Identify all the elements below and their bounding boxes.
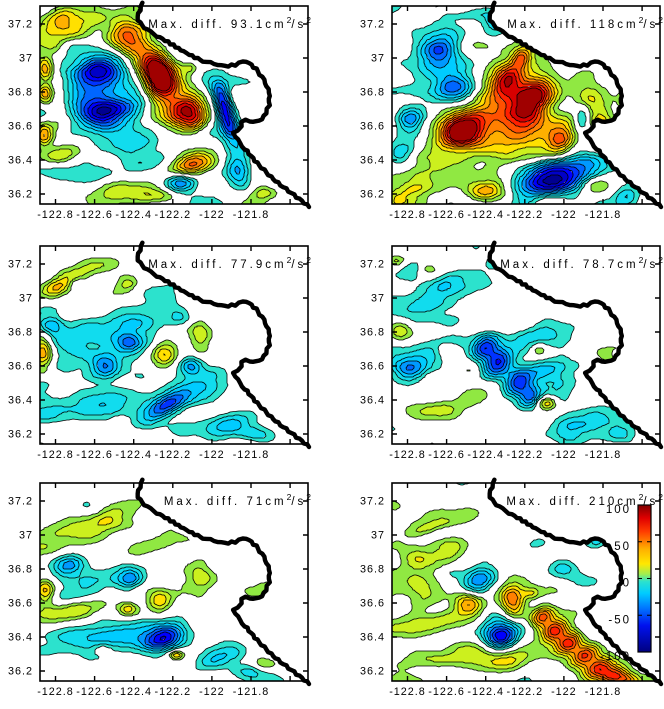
svg-text:Max. diff. 93.1cm2/s2: Max. diff. 93.1cm2/s2 bbox=[148, 15, 311, 31]
svg-text:-121.8: -121.8 bbox=[233, 449, 270, 461]
svg-text:100: 100 bbox=[606, 504, 631, 516]
svg-text:-121.8: -121.8 bbox=[585, 686, 622, 698]
svg-text:36.2: 36.2 bbox=[360, 429, 385, 441]
svg-text:-122.6: -122.6 bbox=[76, 686, 113, 698]
svg-text:-122.8: -122.8 bbox=[37, 209, 74, 221]
svg-text:0: 0 bbox=[623, 578, 631, 590]
svg-text:36.6: 36.6 bbox=[8, 598, 33, 610]
svg-text:Max. diff. 71cm2/s2: Max. diff. 71cm2/s2 bbox=[164, 492, 311, 508]
svg-text:36.8: 36.8 bbox=[8, 327, 33, 339]
svg-text:36.4: 36.4 bbox=[8, 395, 33, 407]
svg-text:-122: -122 bbox=[199, 209, 225, 221]
svg-text:36.4: 36.4 bbox=[360, 632, 385, 644]
svg-text:36.2: 36.2 bbox=[8, 666, 33, 678]
svg-text:-122.2: -122.2 bbox=[154, 209, 191, 221]
svg-text:-122.8: -122.8 bbox=[37, 686, 74, 698]
svg-text:-122.8: -122.8 bbox=[389, 209, 426, 221]
svg-text:-122.2: -122.2 bbox=[154, 686, 191, 698]
svg-text:36.8: 36.8 bbox=[360, 327, 385, 339]
svg-text:-121.8: -121.8 bbox=[585, 209, 622, 221]
svg-text:37: 37 bbox=[19, 530, 33, 542]
svg-text:37: 37 bbox=[19, 293, 33, 305]
svg-text:-122.6: -122.6 bbox=[428, 209, 465, 221]
svg-text:-122.6: -122.6 bbox=[428, 449, 465, 461]
svg-text:-122.4: -122.4 bbox=[115, 209, 152, 221]
svg-text:50: 50 bbox=[614, 541, 631, 553]
svg-text:-122.4: -122.4 bbox=[467, 449, 504, 461]
svg-text:-122.8: -122.8 bbox=[389, 449, 426, 461]
svg-text:36.6: 36.6 bbox=[360, 598, 385, 610]
svg-text:36.6: 36.6 bbox=[8, 361, 33, 373]
svg-text:36.6: 36.6 bbox=[360, 121, 385, 133]
svg-text:-122.4: -122.4 bbox=[115, 449, 152, 461]
svg-text:36.4: 36.4 bbox=[360, 155, 385, 167]
svg-text:-122: -122 bbox=[551, 686, 577, 698]
svg-text:36.6: 36.6 bbox=[360, 361, 385, 373]
svg-text:-122.8: -122.8 bbox=[389, 686, 426, 698]
svg-text:-121.8: -121.8 bbox=[233, 686, 270, 698]
svg-text:37.2: 37.2 bbox=[360, 19, 385, 31]
svg-text:36.4: 36.4 bbox=[8, 155, 33, 167]
svg-text:-122.2: -122.2 bbox=[506, 686, 543, 698]
svg-text:37.2: 37.2 bbox=[8, 259, 33, 271]
svg-text:36.4: 36.4 bbox=[8, 632, 33, 644]
svg-text:-122.2: -122.2 bbox=[506, 209, 543, 221]
svg-text:-122.8: -122.8 bbox=[37, 449, 74, 461]
svg-text:-122.6: -122.6 bbox=[76, 209, 113, 221]
svg-text:36.8: 36.8 bbox=[8, 564, 33, 576]
svg-text:36.8: 36.8 bbox=[360, 87, 385, 99]
svg-text:37.2: 37.2 bbox=[8, 496, 33, 508]
svg-text:-100: -100 bbox=[600, 651, 631, 663]
svg-text:37: 37 bbox=[371, 293, 385, 305]
svg-text:37: 37 bbox=[371, 53, 385, 65]
svg-text:37: 37 bbox=[371, 530, 385, 542]
svg-text:-122.2: -122.2 bbox=[154, 449, 191, 461]
svg-text:37.2: 37.2 bbox=[360, 259, 385, 271]
svg-text:-122.6: -122.6 bbox=[428, 686, 465, 698]
svg-text:36.8: 36.8 bbox=[8, 87, 33, 99]
svg-text:36.2: 36.2 bbox=[8, 429, 33, 441]
svg-text:36.4: 36.4 bbox=[360, 395, 385, 407]
svg-text:-122.4: -122.4 bbox=[115, 686, 152, 698]
svg-text:-122: -122 bbox=[199, 449, 225, 461]
svg-text:-122: -122 bbox=[551, 209, 577, 221]
svg-text:36.2: 36.2 bbox=[360, 189, 385, 201]
svg-text:-50: -50 bbox=[608, 614, 631, 626]
svg-text:Max. diff. 210cm2/s2: Max. diff. 210cm2/s2 bbox=[506, 492, 663, 508]
svg-text:36.2: 36.2 bbox=[8, 189, 33, 201]
svg-text:-122.2: -122.2 bbox=[506, 449, 543, 461]
svg-text:Max. diff. 78.7cm2/s2: Max. diff. 78.7cm2/s2 bbox=[500, 255, 663, 271]
svg-text:36.8: 36.8 bbox=[360, 564, 385, 576]
svg-text:-121.8: -121.8 bbox=[585, 449, 622, 461]
svg-text:37.2: 37.2 bbox=[8, 19, 33, 31]
svg-text:-122.6: -122.6 bbox=[76, 449, 113, 461]
svg-text:37.2: 37.2 bbox=[360, 496, 385, 508]
svg-text:-122.4: -122.4 bbox=[467, 686, 504, 698]
svg-text:-122: -122 bbox=[551, 449, 577, 461]
svg-text:36.2: 36.2 bbox=[360, 666, 385, 678]
svg-text:37: 37 bbox=[19, 53, 33, 65]
svg-text:36.6: 36.6 bbox=[8, 121, 33, 133]
svg-text:Max. diff. 118cm2/s2: Max. diff. 118cm2/s2 bbox=[507, 15, 663, 31]
svg-text:Max. diff. 77.9cm2/s2: Max. diff. 77.9cm2/s2 bbox=[148, 255, 311, 271]
svg-text:-121.8: -121.8 bbox=[233, 209, 270, 221]
svg-text:-122.4: -122.4 bbox=[467, 209, 504, 221]
svg-text:-122: -122 bbox=[199, 686, 225, 698]
